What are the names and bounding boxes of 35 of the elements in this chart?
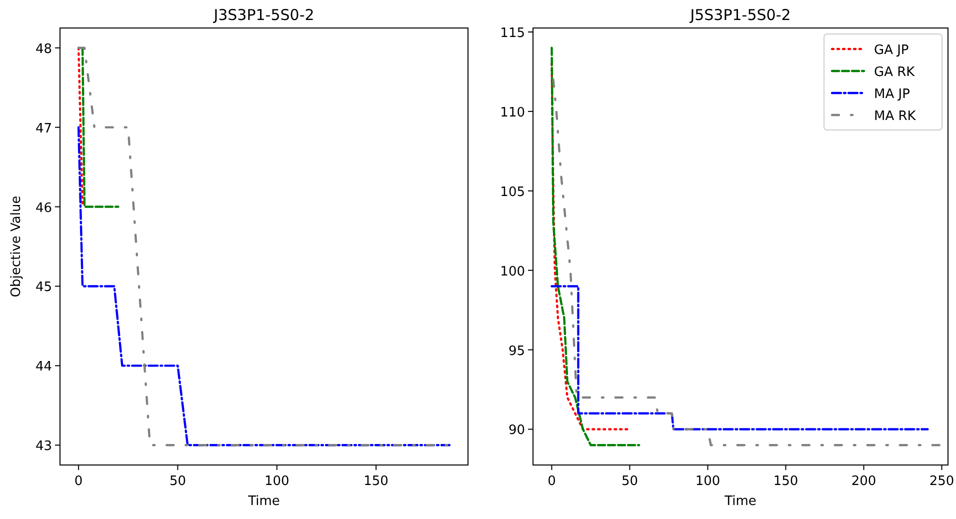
- x-tick-label: 150: [773, 474, 798, 489]
- x-tick-label: 100: [264, 474, 290, 489]
- legend-label: MA RK: [874, 109, 916, 124]
- x-tick-label: 100: [695, 474, 720, 489]
- line-series: [552, 78, 943, 446]
- y-tick-label: 43: [35, 439, 52, 454]
- line-series: [77, 126, 451, 446]
- y-axis-title: Objective Value: [9, 196, 24, 298]
- y-tick-label: 110: [500, 105, 525, 120]
- x-tick-label: 200: [851, 474, 876, 489]
- legend-label: GA JP: [874, 43, 909, 58]
- x-tick-label: 250: [929, 474, 954, 489]
- y-tick-label: 90: [508, 423, 525, 438]
- x-tick-label: 0: [548, 474, 556, 489]
- legend-label: GA RK: [874, 65, 916, 80]
- line-series: [550, 62, 630, 430]
- y-tick-label: 47: [35, 121, 52, 136]
- x-axis-title: Time: [247, 494, 280, 509]
- x-tick-label: 150: [364, 474, 388, 489]
- y-tick-label: 100: [500, 264, 525, 280]
- x-tick-label: 0: [74, 474, 83, 489]
- y-tick-label: 44: [35, 360, 52, 375]
- legend-label: MA JP: [874, 87, 910, 102]
- y-tick-label: 48: [35, 42, 52, 57]
- x-tick-label: 50: [621, 474, 638, 489]
- x-axis-title: Time: [724, 494, 756, 509]
- x-tick-label: 50: [169, 474, 186, 489]
- y-tick-label: 95: [508, 344, 525, 359]
- y-tick-label: 105: [500, 184, 525, 200]
- chart-title: J3S3P1-5S0-2: [212, 6, 314, 24]
- line-series: [550, 46, 640, 446]
- y-tick-label: 115: [500, 26, 525, 41]
- chart-title: J5S3P1-5S0-2: [689, 6, 791, 24]
- y-tick-label: 45: [35, 280, 52, 296]
- y-tick-label: 46: [35, 200, 52, 216]
